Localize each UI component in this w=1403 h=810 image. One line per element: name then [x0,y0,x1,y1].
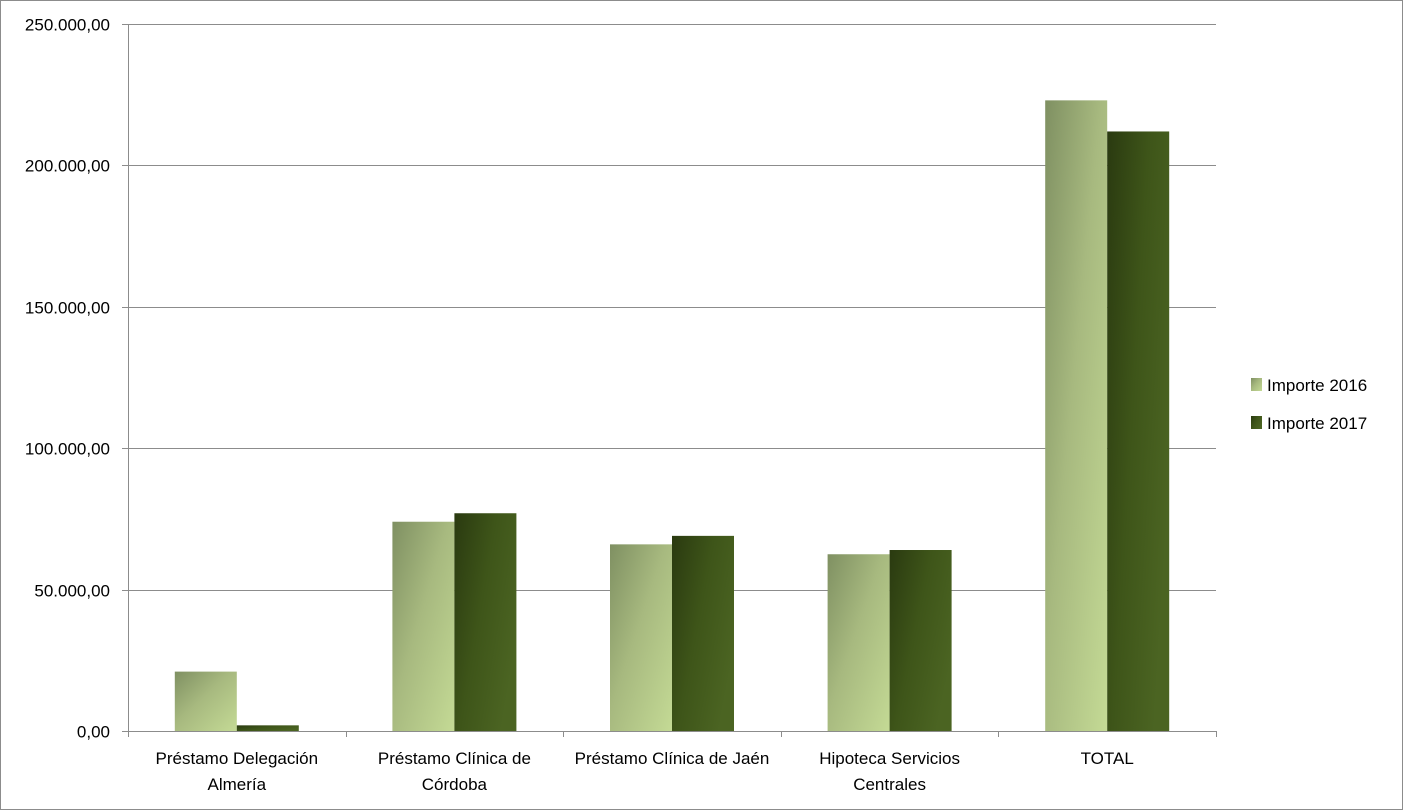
bar-series-1-cat-3 [610,544,672,731]
x-category-label: Hipoteca Servicios [819,749,960,768]
bar-series-1-cat-4 [827,554,890,731]
legend: Importe 2016 Importe 2017 [1251,376,1367,433]
bar-series-1-cat-5 [1045,100,1108,731]
y-tick-label: 100.000,00 [25,440,110,459]
legend-swatch-1 [1251,378,1262,391]
y-tick-label: 50.000,00 [34,582,110,601]
bar-series-2-cat-1 [236,725,299,731]
x-category-label: Córdoba [422,775,488,794]
bar-series-1-cat-2 [392,521,455,731]
x-category-label: Almería [208,775,267,794]
x-category-label: TOTAL [1081,749,1134,768]
y-tick-labels: 0,00 50.000,00 100.000,00 150.000,00 200.000… [25,16,110,742]
bar-series-2-cat-2 [454,513,517,731]
bar-series-2-cat-4 [889,550,952,731]
bars-group [174,100,1170,732]
axes [122,24,1217,737]
x-category-label: Centrales [853,775,926,794]
legend-label-1: Importe 2016 [1267,376,1367,395]
gridlines [128,24,1216,591]
x-category-labels: Préstamo Delegación Almería Préstamo Clíni… [156,749,1134,794]
bar-series-2-cat-3 [672,535,734,731]
bar-series-2-cat-5 [1107,131,1170,732]
y-tick-label: 150.000,00 [25,299,110,318]
x-category-label: Préstamo Delegación [156,749,319,768]
bar-series-1-cat-1 [174,671,237,731]
y-tick-label: 250.000,00 [25,16,110,35]
x-category-label: Préstamo Clínica de Jaén [575,749,770,768]
y-tick-label: 0,00 [77,723,110,742]
legend-swatch-2 [1251,416,1262,429]
y-tick-label: 200.000,00 [25,157,110,176]
legend-label-2: Importe 2017 [1267,414,1367,433]
x-category-label: Préstamo Clínica de [378,749,531,768]
